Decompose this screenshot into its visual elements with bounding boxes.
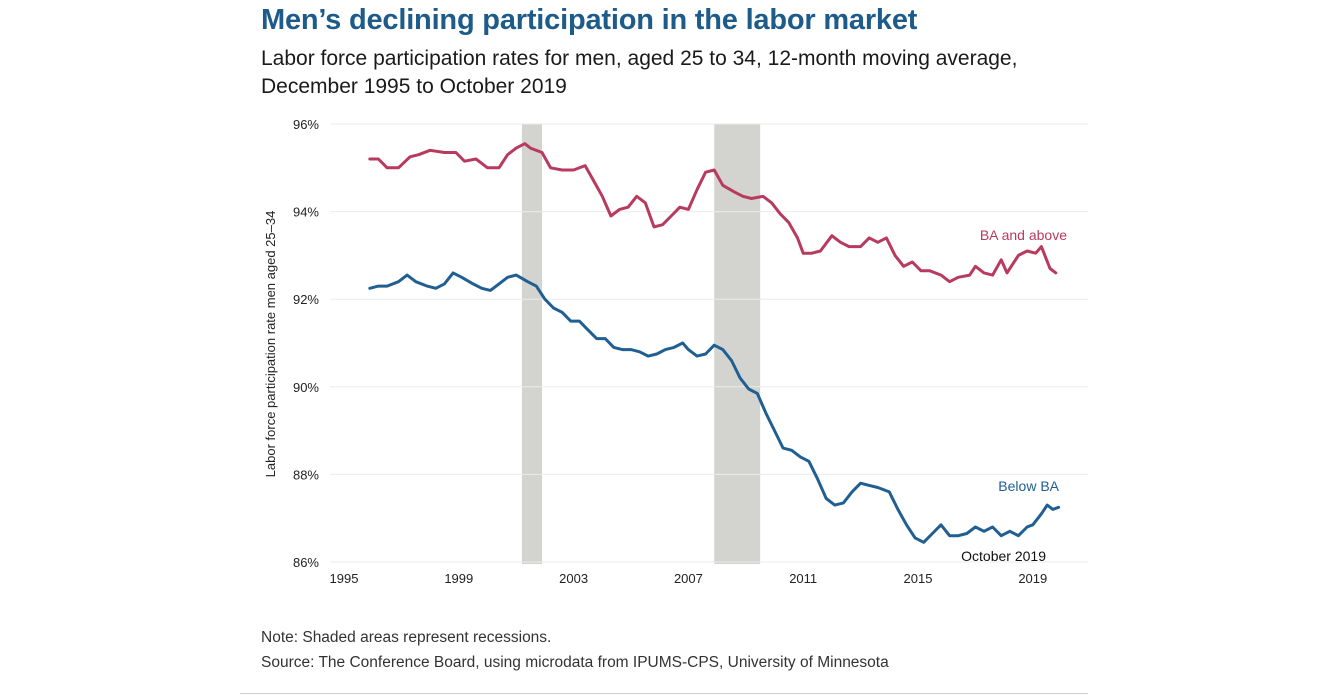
y-axis-ticks: 86% 88% 90% 92% 94% 96% [293, 117, 319, 570]
y-tick-label: 94% [293, 205, 319, 220]
footer-note: Note: Shaded areas represent recessions. [261, 629, 552, 646]
bottom-divider [240, 693, 1088, 694]
series-line-below-ba [368, 271, 1061, 544]
x-tick-label: 2015 [904, 571, 933, 586]
chart-subtitle: Labor force participation rates for men,… [261, 47, 1018, 98]
recession-shading-layer [521, 124, 761, 564]
y-tick-label: 86% [293, 555, 319, 570]
series-label-below-ba: Below BA [998, 478, 1059, 494]
y-tick-label: 96% [293, 117, 319, 132]
x-tick-label: 1999 [444, 571, 473, 586]
footer-source: Source: The Conference Board, using micr… [261, 654, 889, 671]
series-label-ba-and-above: BA and above [980, 227, 1067, 243]
gridlines [330, 123, 1088, 563]
chart-title: Men’s declining participation in the lab… [261, 4, 918, 36]
y-tick-label: 88% [293, 467, 319, 482]
y-axis-label: Labor force participation rate men aged … [263, 211, 278, 478]
recession-band-1 [521, 124, 543, 564]
recession-band-2 [714, 124, 761, 564]
x-tick-label: 2007 [674, 571, 703, 586]
x-tick-label: 1995 [330, 571, 359, 586]
x-tick-label: 2003 [559, 571, 588, 586]
x-axis-ticks: 1995 1999 2003 2007 2011 2015 2019 [330, 571, 1048, 586]
x-tick-label: 2019 [1018, 571, 1047, 586]
series-lines [368, 142, 1061, 544]
annotation-october-2019: October 2019 [961, 548, 1046, 564]
y-tick-label: 90% [293, 380, 319, 395]
x-tick-label: 2011 [789, 571, 817, 586]
series-line-ba-and-above [368, 142, 1058, 284]
y-tick-label: 92% [293, 292, 319, 307]
